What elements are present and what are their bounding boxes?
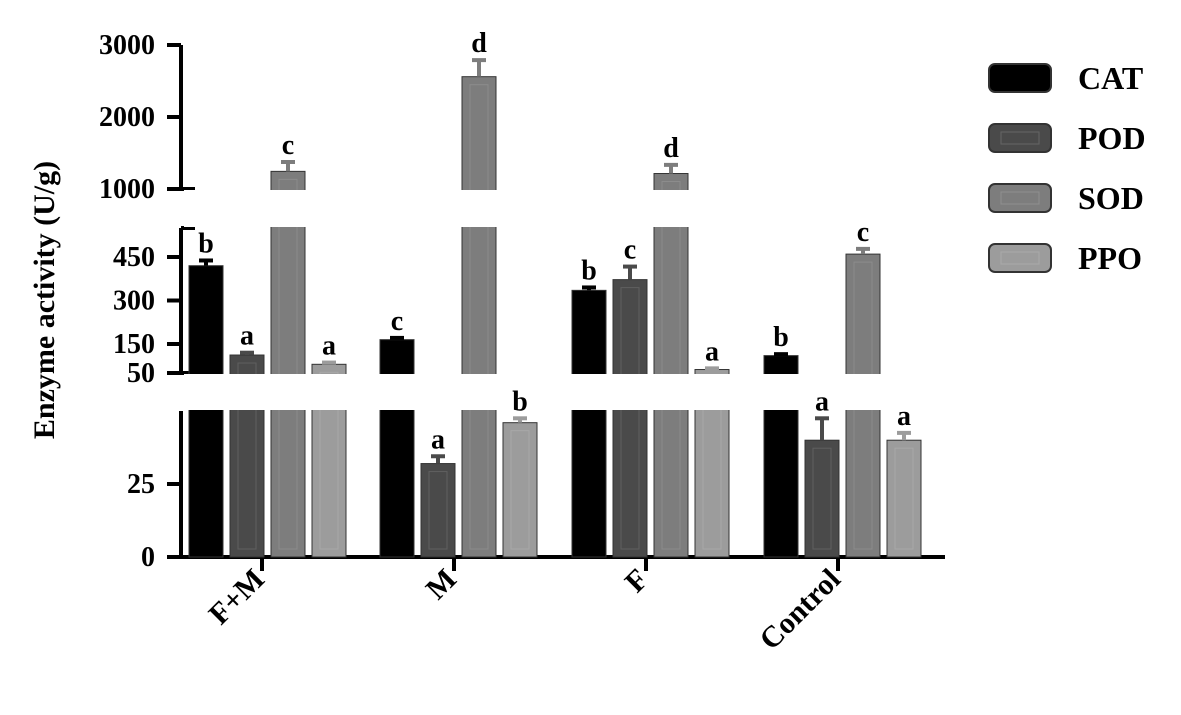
y-tick-label: 0 bbox=[141, 542, 155, 573]
legend-label-sod: SOD bbox=[1078, 180, 1144, 216]
bar-inner bbox=[812, 447, 832, 550]
bar-cat bbox=[571, 289, 607, 558]
bar-ppo bbox=[886, 439, 922, 558]
bar-inner bbox=[894, 447, 914, 550]
bar-pod bbox=[612, 279, 648, 558]
x-tick-label: M bbox=[420, 563, 463, 606]
bar-pod bbox=[804, 439, 840, 558]
legend: CAT POD SOD PPO bbox=[988, 60, 1146, 276]
legend-swatch-sod bbox=[988, 183, 1052, 213]
significance-letter: a bbox=[431, 424, 445, 455]
significance-letter: b bbox=[581, 255, 597, 286]
bar-inner bbox=[469, 84, 489, 550]
bar-sod bbox=[270, 170, 306, 558]
bar-pod bbox=[420, 463, 456, 558]
x-tick-label: F+M bbox=[203, 563, 271, 631]
x-tick-label: Control bbox=[753, 563, 847, 657]
y-tick-label: 150 bbox=[113, 329, 155, 360]
significance-letter: a bbox=[815, 386, 829, 417]
x-tick-label: F bbox=[619, 563, 655, 599]
significance-letter: b bbox=[512, 386, 528, 417]
y-tick-label: 450 bbox=[113, 242, 155, 273]
legend-swatch-pod bbox=[988, 123, 1052, 153]
bar-inner bbox=[620, 287, 640, 550]
y-tick-label: 50 bbox=[127, 358, 155, 389]
significance-letter: d bbox=[663, 133, 679, 164]
y-tick-label: 2000 bbox=[99, 102, 155, 133]
significance-letter: c bbox=[282, 130, 294, 161]
bar-sod bbox=[653, 173, 689, 558]
y-tick-label: 300 bbox=[113, 286, 155, 317]
legend-swatch-inner bbox=[1000, 131, 1040, 145]
legend-swatch-cat bbox=[988, 63, 1052, 93]
significance-letter: c bbox=[624, 235, 636, 266]
significance-letter: c bbox=[857, 217, 869, 248]
legend-label-cat: CAT bbox=[1078, 60, 1143, 96]
bar-inner bbox=[319, 371, 339, 550]
significance-letter: c bbox=[391, 306, 403, 337]
axis-break-gap bbox=[184, 190, 948, 227]
legend-swatch-inner bbox=[1000, 251, 1040, 265]
significance-letter: a bbox=[897, 401, 911, 432]
y-axis-label: Enzyme activity (U/g) bbox=[28, 161, 61, 439]
legend-label-pod: POD bbox=[1078, 120, 1146, 156]
significance-letter: a bbox=[240, 321, 254, 352]
bar-inner bbox=[428, 471, 448, 550]
y-tick-label: 1000 bbox=[99, 174, 155, 205]
bar-inner bbox=[237, 362, 257, 550]
legend-label-ppo: PPO bbox=[1078, 240, 1142, 276]
significance-letter: b bbox=[198, 228, 214, 259]
y-tick-label: 3000 bbox=[99, 30, 155, 61]
bar-inner bbox=[661, 181, 681, 550]
bar-sod bbox=[461, 76, 497, 558]
legend-swatch-ppo bbox=[988, 243, 1052, 273]
axis-break-gap bbox=[184, 374, 948, 410]
bar-cat bbox=[379, 339, 415, 558]
bar-inner bbox=[278, 178, 298, 550]
bar-ppo bbox=[502, 422, 538, 558]
bar-inner bbox=[510, 430, 530, 550]
y-tick-label: 25 bbox=[127, 469, 155, 500]
significance-letter: d bbox=[471, 28, 487, 59]
significance-letter: a bbox=[705, 336, 719, 367]
legend-swatch-inner bbox=[1000, 191, 1040, 205]
bar-cat bbox=[188, 265, 224, 558]
significance-letter: a bbox=[322, 331, 336, 362]
significance-letter: b bbox=[773, 322, 789, 353]
bars-layer bbox=[184, 58, 948, 558]
